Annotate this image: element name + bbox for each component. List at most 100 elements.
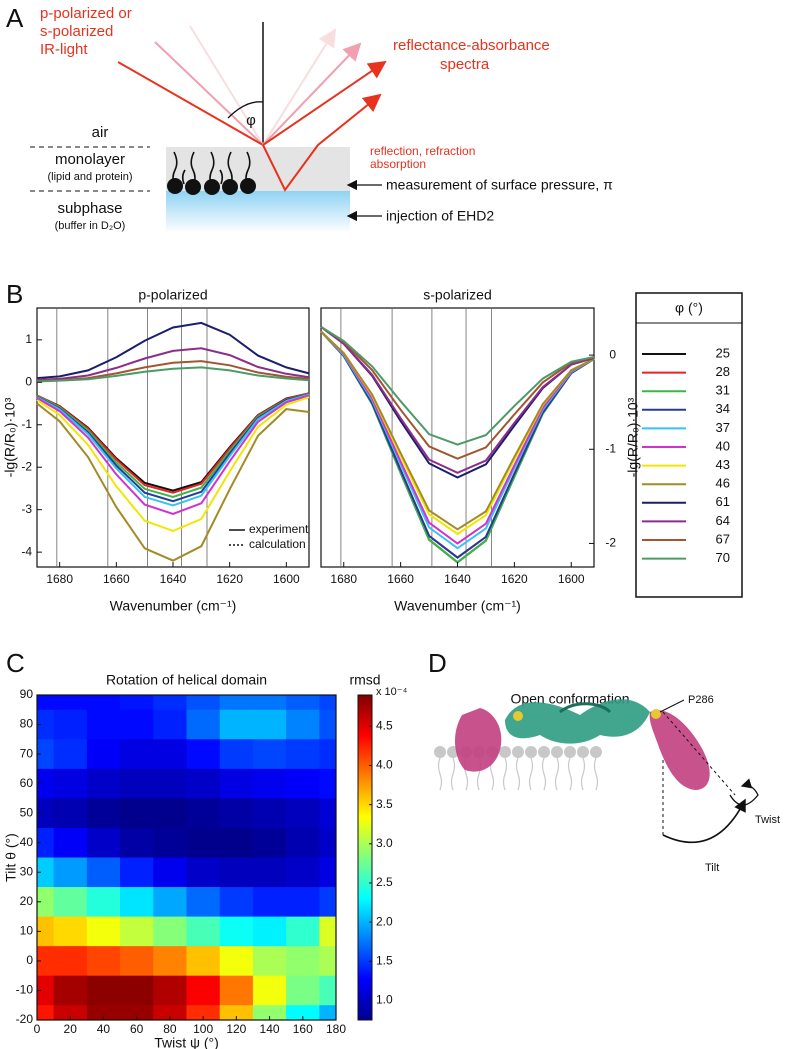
x-tick-label: 140	[260, 1022, 280, 1036]
heat-cell	[252, 739, 287, 770]
y-tick-label: 60	[20, 776, 34, 790]
colorbar-tick-label: 2.5	[376, 875, 393, 889]
heat-cell	[252, 946, 287, 977]
heat-cell	[252, 695, 287, 711]
heat-cell	[86, 695, 121, 711]
tilt-label: Tilt	[705, 862, 719, 874]
y-tick-label: -4	[21, 544, 32, 558]
heat-cell	[86, 827, 121, 858]
heat-cell	[286, 1005, 320, 1021]
helical-domain	[454, 708, 502, 772]
legend-label: 46	[716, 476, 730, 491]
series-line	[36, 366, 310, 383]
heat-cell	[53, 827, 88, 858]
legend-label: 28	[716, 364, 730, 379]
heat-cell	[186, 946, 221, 977]
series-line	[36, 392, 310, 492]
heat-cell	[53, 798, 88, 829]
plot-frame	[36, 694, 337, 1021]
series-line	[320, 325, 595, 474]
incident-label: p-polarized or	[40, 5, 132, 22]
heat-cell	[286, 798, 320, 829]
pointer	[659, 699, 685, 713]
series-line	[36, 321, 310, 380]
incident-label: s-polarized	[40, 23, 113, 40]
heat-cell	[252, 709, 287, 740]
setup-diagram: φ p-polarized or s-polarized IR-light re…	[30, 5, 613, 233]
heat-cell	[37, 739, 55, 770]
y-tick-label: 20	[20, 894, 34, 908]
x-axis-label: Twist ψ (°)	[154, 1035, 219, 1049]
heat-cell	[186, 857, 221, 888]
legend-label: 34	[716, 401, 730, 416]
ray	[262, 42, 362, 146]
x-tick-label: 80	[163, 1022, 177, 1036]
y-tick-label: 0	[609, 347, 616, 361]
twist-label: Twist	[755, 814, 780, 826]
legend-label: 64	[716, 513, 730, 528]
heat-cell	[186, 887, 221, 918]
helix	[559, 702, 612, 714]
chart-title: Rotation of helical domain	[106, 672, 267, 688]
ray	[262, 28, 337, 146]
structure-sketch: Open conformation P286 Twist Tilt	[434, 691, 780, 874]
heat-cell	[186, 916, 221, 947]
x-tick-label: 1620	[501, 572, 528, 586]
reflected-label: reflectance-absorbance	[393, 37, 550, 54]
heat-cell	[319, 709, 337, 740]
heat-cell	[286, 946, 320, 977]
y-tick-label: -10	[16, 983, 34, 997]
heat-cell	[219, 798, 254, 829]
style-legend-label: experiment	[249, 522, 309, 536]
heat-cell	[37, 1005, 55, 1021]
heat-cell	[252, 768, 287, 799]
x-tick-label: 40	[97, 1022, 111, 1036]
pressure-label: measurement of surface pressure, π	[386, 177, 613, 193]
heat-cell	[86, 887, 121, 918]
helix-axis	[662, 711, 736, 796]
x-tick-label: 1660	[103, 572, 130, 586]
heat-cell	[53, 768, 88, 799]
y-tick-label: -3	[21, 502, 32, 516]
subphase-region	[166, 191, 350, 233]
heat-cell	[252, 916, 287, 947]
panel-label: A	[6, 3, 24, 33]
y-tick-label: 1	[25, 332, 32, 346]
heat-cell	[219, 827, 254, 858]
heat-cell	[153, 739, 187, 770]
y-tick-label: 90	[20, 687, 34, 701]
legend-label: 31	[716, 383, 730, 398]
heat-cell	[219, 739, 254, 770]
style-legend-box	[227, 521, 307, 555]
legend-label: 37	[716, 420, 730, 435]
heat-cell	[86, 857, 121, 888]
ray	[154, 41, 264, 146]
angle-symbol: φ	[246, 112, 256, 129]
heat-cell	[86, 768, 121, 799]
x-tick-label: 1640	[444, 572, 471, 586]
y-axis-label: -lg(R/R₀)·10³	[625, 397, 641, 477]
heat-cell	[219, 768, 254, 799]
series-line	[36, 402, 310, 562]
layer-label: monolayer	[55, 151, 125, 168]
residue-marker	[513, 711, 523, 721]
heat-cell	[120, 739, 154, 770]
series-line	[320, 325, 595, 460]
x-tick-label: 20	[64, 1022, 78, 1036]
heat-cell	[37, 768, 55, 799]
x-tick-label: 1600	[273, 572, 300, 586]
heat-cell	[286, 827, 320, 858]
heat-cell	[120, 768, 154, 799]
y-tick-label: 10	[20, 924, 34, 938]
heat-cell	[153, 857, 187, 888]
x-tick-label: 1640	[160, 572, 187, 586]
heat-cell	[219, 709, 254, 740]
injection-label: injection of EHD2	[386, 208, 494, 224]
y-tick-label: 0	[26, 953, 33, 967]
heat-cell	[286, 709, 320, 740]
legend-label: 43	[716, 457, 730, 472]
heat-cell	[120, 975, 154, 1006]
legend-box	[635, 292, 743, 598]
heat-cell	[286, 768, 320, 799]
